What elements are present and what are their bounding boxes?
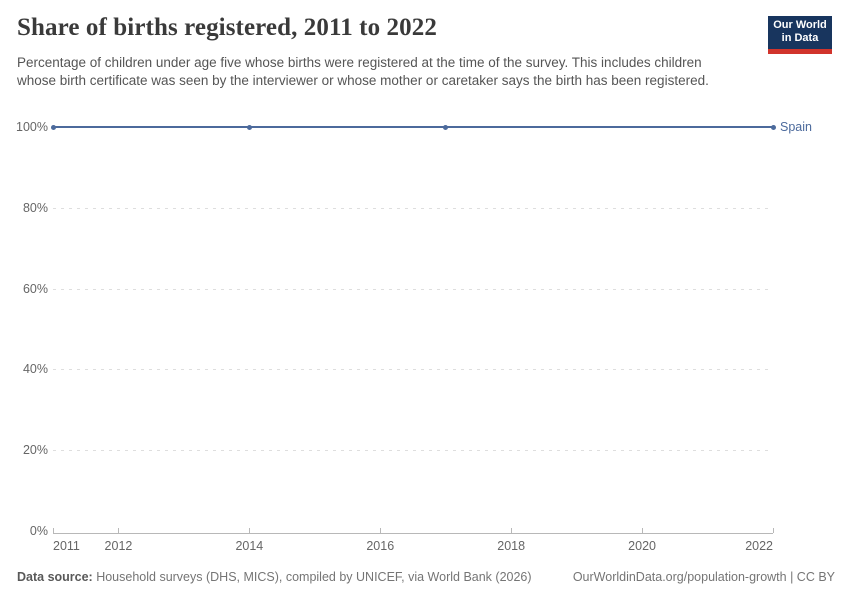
y-axis-label: 0% [29, 524, 48, 538]
x-axis-tick [53, 528, 54, 533]
chart-subtitle: Percentage of children under age five wh… [17, 55, 709, 88]
data-source-label: Data source: [17, 570, 93, 584]
data-source-note: Data source: Household surveys (DHS, MIC… [17, 569, 532, 585]
x-axis-line [53, 533, 773, 534]
y-axis-label: 100% [16, 120, 48, 134]
data-point-marker [443, 124, 449, 130]
attribution-text: OurWorldinData.org/population-growth | C… [572, 570, 835, 584]
data-line-segment [53, 126, 250, 128]
data-line-segment [249, 126, 446, 128]
data-point-marker [246, 124, 252, 130]
x-axis-label: 2012 [104, 539, 133, 553]
entity-label: Spain [780, 120, 812, 134]
chart-title: Share of births registered, 2011 to 2022 [17, 14, 437, 41]
y-axis-label: 20% [22, 443, 48, 458]
data-point-marker [50, 124, 56, 130]
x-axis-label: 2016 [366, 539, 395, 553]
x-axis-tick [642, 528, 644, 533]
gridline-60 [53, 288, 773, 290]
x-axis-tick [511, 528, 513, 533]
x-axis-tick [118, 528, 120, 533]
gridline-40 [53, 369, 773, 371]
gridline-80 [53, 207, 773, 209]
data-line-segment [445, 126, 773, 128]
x-axis-tick [773, 528, 774, 533]
x-axis-label: 2022 [745, 539, 773, 553]
x-axis-label: 2018 [497, 539, 526, 553]
x-axis-label: 2011 [53, 539, 80, 553]
owid-logo-line2: in Data [781, 32, 819, 44]
data-point-marker [770, 124, 776, 130]
chart-footer: Data source: Household surveys (DHS, MIC… [17, 569, 835, 585]
x-axis-tick [380, 528, 382, 533]
x-axis-tick [249, 528, 251, 533]
owid-logo-line1: Our World [773, 19, 827, 31]
x-axis-label: 2020 [628, 539, 656, 553]
gridline-20 [53, 450, 773, 452]
y-axis-label: 80% [22, 200, 48, 215]
y-axis-label: 40% [22, 362, 48, 377]
owid-logo: Our World in Data [768, 16, 832, 54]
owid-logo-text: Our World in Data [768, 16, 832, 49]
y-axis-label: 60% [22, 281, 48, 296]
x-axis-label: 2014 [235, 539, 264, 553]
owid-logo-red-bar [768, 49, 832, 54]
data-source-text: Household surveys (DHS, MICS), compiled … [92, 570, 532, 584]
